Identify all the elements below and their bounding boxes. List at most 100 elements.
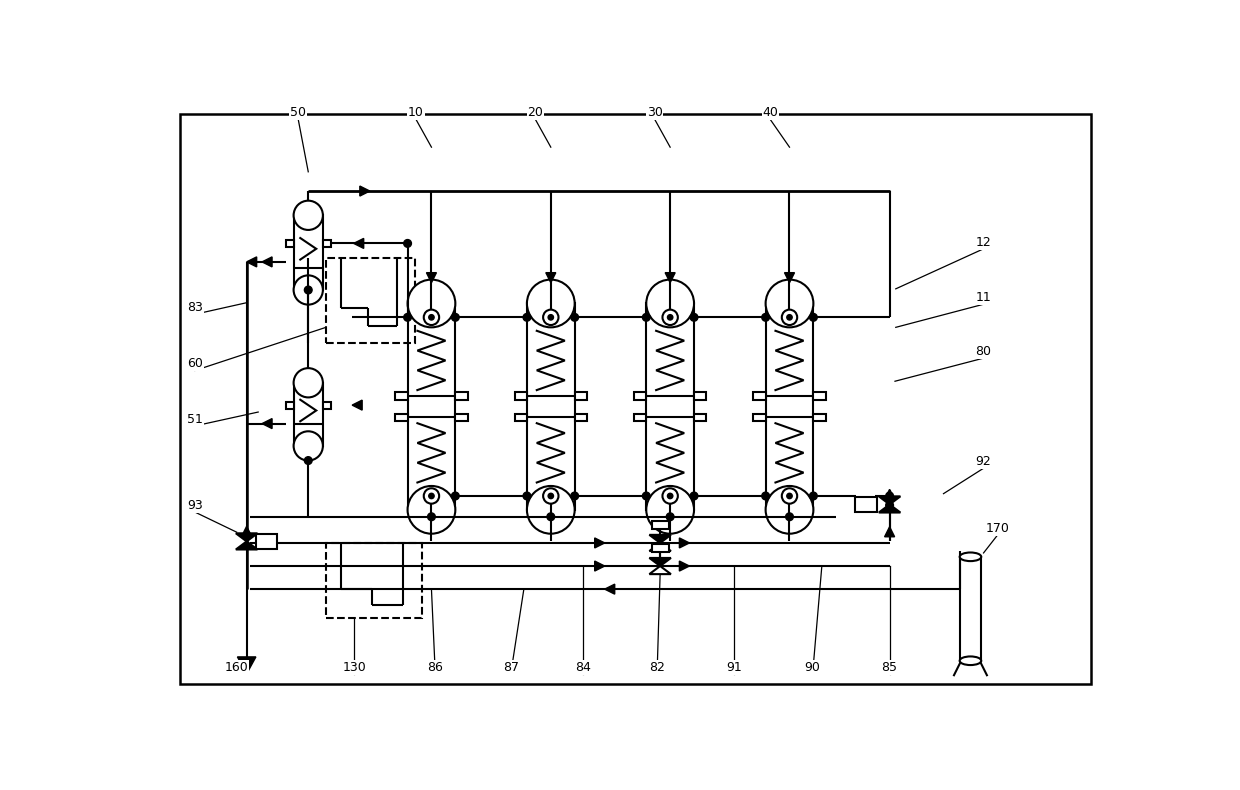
Polygon shape — [236, 541, 258, 550]
Text: 40: 40 — [763, 107, 779, 119]
Bar — [396, 392, 408, 400]
Text: 20: 20 — [527, 107, 543, 119]
Polygon shape — [879, 505, 900, 513]
Polygon shape — [262, 257, 272, 267]
Text: 160: 160 — [224, 661, 248, 674]
Circle shape — [429, 314, 434, 320]
Polygon shape — [353, 239, 363, 248]
Bar — [408, 303, 455, 510]
Bar — [294, 216, 322, 290]
Bar — [286, 401, 294, 408]
Bar — [515, 392, 527, 400]
Bar — [651, 544, 668, 552]
Polygon shape — [785, 273, 795, 283]
Bar — [515, 414, 527, 421]
Circle shape — [787, 314, 792, 320]
Bar — [294, 383, 322, 446]
Ellipse shape — [294, 201, 322, 230]
Bar — [694, 414, 707, 421]
Text: 10: 10 — [408, 107, 424, 119]
Text: 87: 87 — [502, 661, 518, 674]
Circle shape — [523, 314, 531, 322]
Circle shape — [404, 314, 412, 322]
Circle shape — [761, 492, 770, 500]
Circle shape — [662, 310, 678, 325]
Bar — [754, 414, 765, 421]
Text: H: H — [263, 536, 270, 547]
Ellipse shape — [646, 280, 694, 327]
Circle shape — [304, 286, 312, 294]
Circle shape — [424, 310, 439, 325]
Circle shape — [761, 314, 770, 322]
Circle shape — [451, 492, 459, 500]
Polygon shape — [605, 584, 615, 594]
Text: 170: 170 — [986, 522, 1009, 536]
Text: 84: 84 — [575, 661, 591, 674]
Circle shape — [424, 488, 439, 504]
Bar — [651, 521, 668, 529]
Polygon shape — [665, 273, 675, 283]
Text: 11: 11 — [976, 292, 992, 304]
Bar — [646, 303, 694, 510]
Ellipse shape — [408, 486, 455, 534]
Text: 12: 12 — [976, 235, 992, 249]
Ellipse shape — [294, 368, 322, 397]
Polygon shape — [360, 186, 370, 196]
Polygon shape — [237, 657, 255, 674]
Polygon shape — [427, 273, 436, 283]
Text: M: M — [657, 522, 663, 528]
Bar — [326, 543, 422, 619]
Circle shape — [691, 314, 698, 322]
Polygon shape — [352, 400, 362, 410]
Bar — [322, 240, 331, 246]
Bar — [286, 240, 294, 246]
Bar — [396, 414, 408, 421]
Circle shape — [810, 492, 817, 500]
Text: 50: 50 — [290, 107, 306, 119]
Polygon shape — [650, 558, 671, 566]
Circle shape — [451, 314, 459, 322]
Polygon shape — [546, 273, 556, 283]
Polygon shape — [650, 566, 671, 574]
Circle shape — [523, 492, 531, 500]
Polygon shape — [879, 496, 900, 505]
Bar — [854, 497, 877, 512]
Polygon shape — [680, 538, 689, 548]
Polygon shape — [680, 561, 689, 571]
Text: 30: 30 — [647, 107, 662, 119]
Bar — [326, 258, 414, 343]
Ellipse shape — [294, 431, 322, 461]
Circle shape — [810, 314, 817, 322]
Circle shape — [885, 502, 894, 509]
Text: 60: 60 — [187, 357, 203, 371]
Text: 130: 130 — [342, 661, 366, 674]
Text: 51: 51 — [187, 413, 203, 426]
Ellipse shape — [527, 486, 574, 534]
Bar — [455, 392, 467, 400]
Bar — [574, 414, 587, 421]
Text: 82: 82 — [649, 661, 665, 674]
Circle shape — [691, 492, 698, 500]
Ellipse shape — [765, 486, 813, 534]
Polygon shape — [236, 533, 258, 541]
Circle shape — [667, 314, 673, 320]
Polygon shape — [247, 257, 257, 267]
Circle shape — [781, 310, 797, 325]
Bar — [634, 392, 646, 400]
Circle shape — [304, 457, 312, 465]
Bar — [634, 414, 646, 421]
Polygon shape — [650, 543, 671, 551]
Polygon shape — [262, 419, 272, 429]
Circle shape — [570, 492, 579, 500]
Circle shape — [543, 488, 558, 504]
Circle shape — [787, 493, 792, 498]
Polygon shape — [243, 526, 250, 534]
Bar — [322, 401, 331, 408]
Polygon shape — [595, 538, 605, 548]
Text: 85: 85 — [882, 661, 898, 674]
Polygon shape — [650, 535, 671, 543]
Bar — [527, 303, 574, 510]
Ellipse shape — [960, 552, 981, 561]
Bar — [960, 557, 981, 660]
Circle shape — [662, 488, 678, 504]
